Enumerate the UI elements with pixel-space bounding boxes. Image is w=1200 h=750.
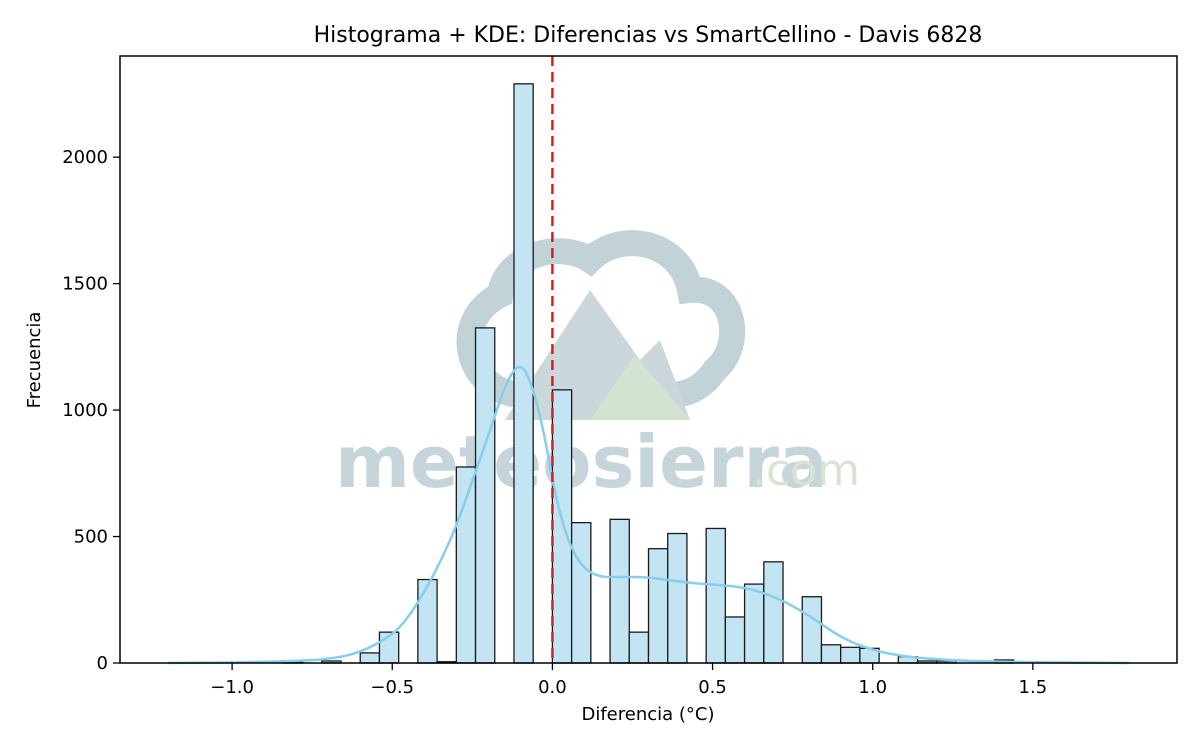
histogram-bars (282, 83, 1015, 664)
y-axis-label: Frecuencia (24, 312, 45, 409)
histogram-bar (763, 561, 784, 664)
histogram-bar (667, 532, 688, 664)
watermark-text-main: meteosierra (335, 420, 828, 504)
watermark-mountain-green-icon (590, 355, 690, 420)
watermark-logo: meteosierra .com (335, 230, 860, 504)
plot-frame (119, 55, 1178, 664)
x-tick-label: 1.0 (858, 677, 887, 698)
histogram-bar (743, 583, 765, 664)
histogram-bar (840, 646, 861, 664)
chart-title: Histograma + KDE: Diferencias vs SmartCe… (314, 23, 983, 48)
watermark-cloud-icon (456, 230, 746, 408)
histogram-bar (705, 527, 727, 664)
y-tick-label: 0 (97, 653, 108, 674)
histogram-bar (570, 521, 592, 664)
histogram-bar (628, 631, 650, 664)
watermark-text-suffix: .com (752, 445, 860, 496)
histogram-bar (474, 327, 496, 664)
y-tick-label: 500 (74, 527, 108, 548)
histogram-bar (417, 578, 438, 664)
x-tick-label: −0.5 (370, 677, 414, 698)
histogram-bar (820, 644, 842, 664)
x-tick-label: 1.5 (1019, 677, 1048, 698)
y-tick-label: 1500 (62, 274, 108, 295)
kde-curve (168, 365, 1129, 665)
x-axis-label: Diferencia (°C) (581, 704, 714, 725)
histogram-bar (647, 548, 669, 664)
histogram-bar (513, 83, 534, 664)
watermark-mountain-icon (505, 290, 690, 420)
x-tick-label: 0.0 (538, 677, 567, 698)
histogram-bar (724, 616, 746, 664)
y-tick-label: 1000 (62, 400, 108, 421)
histogram-bar (359, 652, 381, 664)
x-axis-ticks: −1.0 −0.5 0.0 0.5 1.0 1.5 (210, 663, 1047, 698)
y-axis-ticks: 0 500 1000 1500 2000 (62, 147, 120, 674)
histogram-bar (801, 596, 823, 664)
y-tick-label: 2000 (62, 147, 108, 168)
x-tick-label: 0.5 (698, 677, 727, 698)
x-tick-label: −1.0 (210, 677, 254, 698)
histogram-bar (609, 518, 630, 664)
histogram-bar (551, 389, 573, 664)
